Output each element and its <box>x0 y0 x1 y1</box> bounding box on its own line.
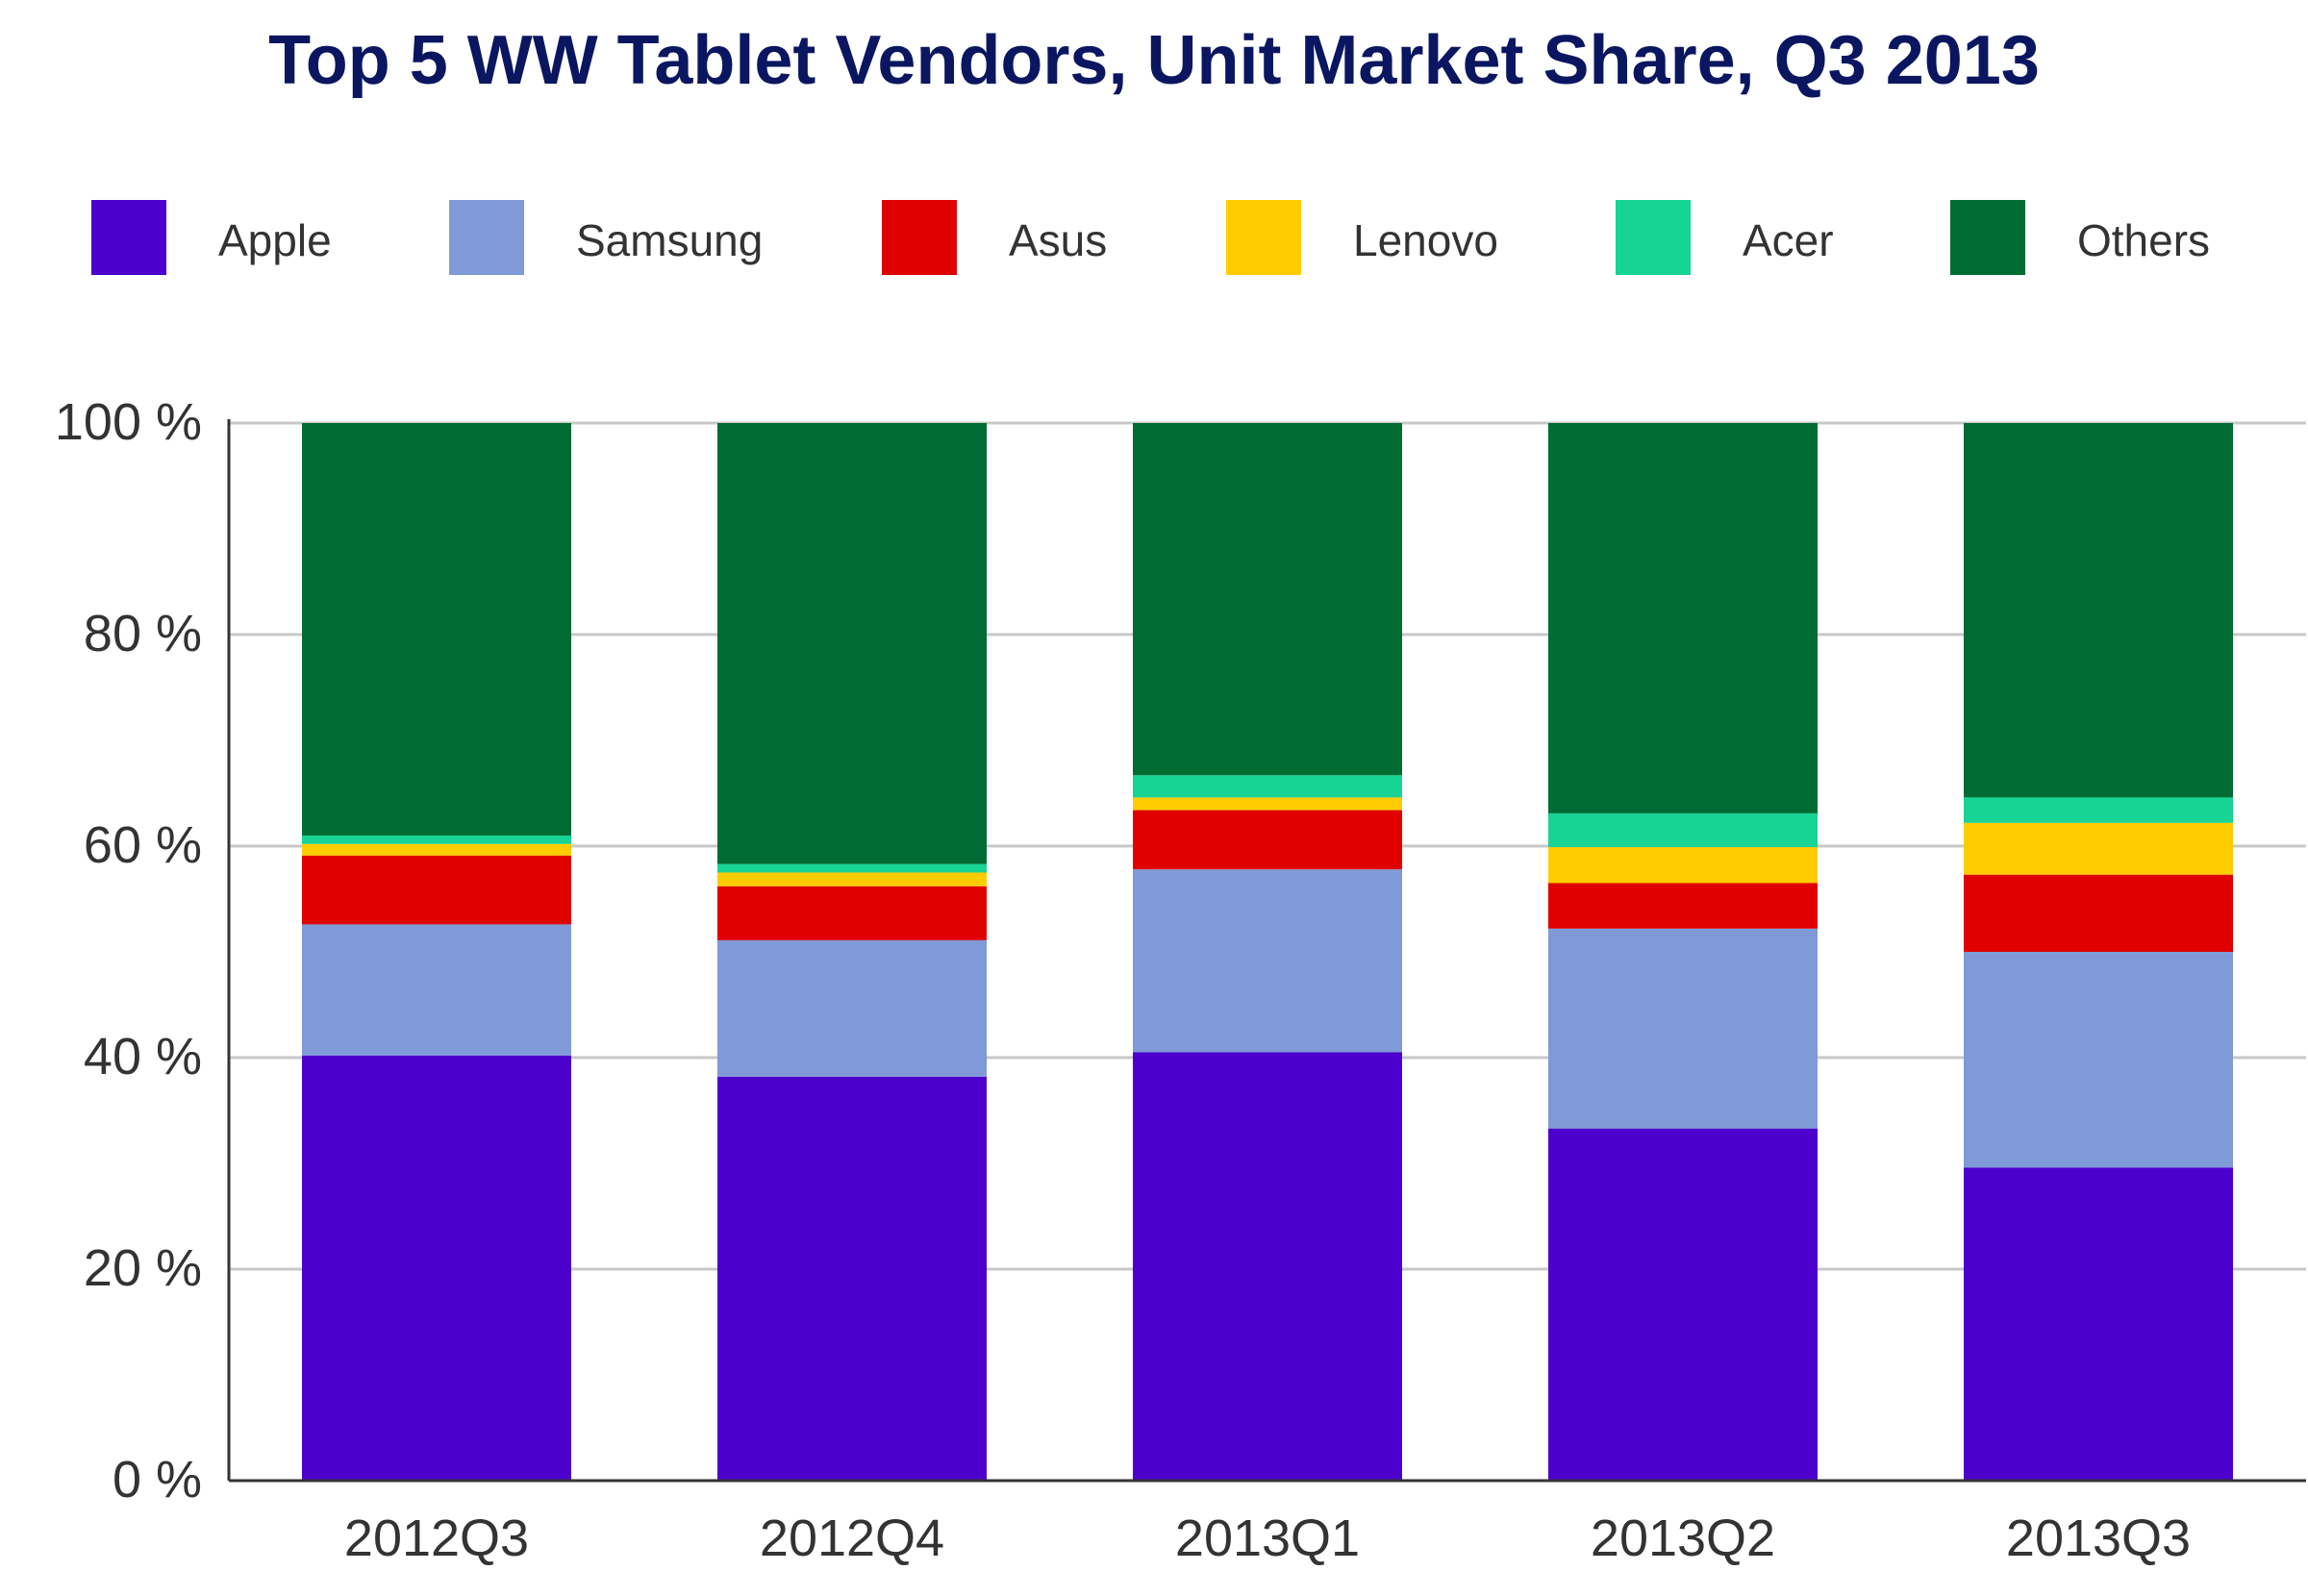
chart-legend: Apple Samsung Asus Lenovo Acer Others <box>91 200 2210 275</box>
bar-segment-acer-2013q2 <box>1548 812 1818 848</box>
y-tick-label: 20 % <box>84 1239 202 1297</box>
bar-segment-lenovo-2013q1 <box>1133 797 1402 810</box>
y-axis-ticks: 0 % 20 % 40 % 60 % 80 % 100 % <box>55 393 202 1509</box>
bar-segment-others-2012q4 <box>717 423 987 864</box>
y-tick-label: 60 % <box>84 816 202 874</box>
bar-segment-lenovo-2012q3 <box>302 843 571 856</box>
bar-segment-asus-2012q4 <box>717 885 987 940</box>
x-tick-label-2013q3: 2013Q3 <box>2006 1509 2191 1567</box>
legend-swatch-others <box>1950 200 2025 275</box>
bar-segment-apple-2013q3 <box>1964 1167 2233 1481</box>
legend-swatch-samsung <box>449 200 524 275</box>
bars <box>302 423 2233 1481</box>
bar-segment-acer-2012q4 <box>717 863 987 873</box>
bar-segment-apple-2013q2 <box>1548 1128 1818 1481</box>
bar-segment-acer-2013q3 <box>1964 797 2233 823</box>
legend-swatch-acer <box>1616 200 1691 275</box>
x-tick-label-2012q4: 2012Q4 <box>760 1509 944 1567</box>
x-tick-label-2013q1: 2013Q1 <box>1175 1509 1360 1567</box>
bar-segment-acer-2013q1 <box>1133 775 1402 798</box>
x-axis-ticks: 2012Q3 2012Q4 2013Q1 2013Q2 2013Q3 <box>344 1509 2191 1567</box>
bar-segment-samsung-2013q1 <box>1133 869 1402 1053</box>
bar-segment-samsung-2013q2 <box>1548 928 1818 1129</box>
axes <box>227 419 2306 1483</box>
x-tick-label-2012q3: 2012Q3 <box>344 1509 529 1567</box>
bar-segment-samsung-2012q3 <box>302 924 571 1056</box>
bar-segment-apple-2012q3 <box>302 1055 571 1481</box>
legend-label-apple: Apple <box>218 215 332 265</box>
legend-swatch-apple <box>91 200 166 275</box>
y-tick-label: 40 % <box>84 1028 202 1085</box>
legend-label-acer: Acer <box>1743 215 1834 265</box>
bar-segment-apple-2012q4 <box>717 1076 987 1481</box>
bar-segment-asus-2013q1 <box>1133 810 1402 870</box>
bar-segment-others-2012q3 <box>302 423 571 835</box>
legend-label-lenovo: Lenovo <box>1353 215 1498 265</box>
chart-title: Top 5 WW Tablet Vendors, Unit Market Sha… <box>268 22 2040 99</box>
bar-segment-asus-2013q3 <box>1964 874 2233 952</box>
x-tick-label-2013q2: 2013Q2 <box>1591 1509 1775 1567</box>
bar-segment-asus-2012q3 <box>302 855 571 925</box>
y-tick-label: 80 % <box>84 605 202 662</box>
bar-segment-others-2013q2 <box>1548 423 1818 813</box>
bar-segment-samsung-2013q3 <box>1964 952 2233 1168</box>
legend-swatch-lenovo <box>1226 200 1301 275</box>
bar-segment-samsung-2012q4 <box>717 939 987 1077</box>
y-tick-label: 0 % <box>113 1451 202 1509</box>
legend-swatch-asus <box>882 200 957 275</box>
legend-label-others: Others <box>2077 215 2210 265</box>
bar-segment-others-2013q3 <box>1964 423 2233 798</box>
legend-label-asus: Asus <box>1009 215 1107 265</box>
bar-segment-apple-2013q1 <box>1133 1052 1402 1481</box>
bar-segment-lenovo-2013q2 <box>1548 847 1818 884</box>
bar-segment-lenovo-2013q3 <box>1964 822 2233 875</box>
bar-segment-lenovo-2012q4 <box>717 872 987 886</box>
bar-segment-acer-2012q3 <box>302 835 571 844</box>
y-tick-label: 100 % <box>55 393 202 451</box>
legend-label-samsung: Samsung <box>576 215 763 265</box>
bar-segment-others-2013q1 <box>1133 423 1402 776</box>
bar-segment-asus-2013q2 <box>1548 883 1818 929</box>
